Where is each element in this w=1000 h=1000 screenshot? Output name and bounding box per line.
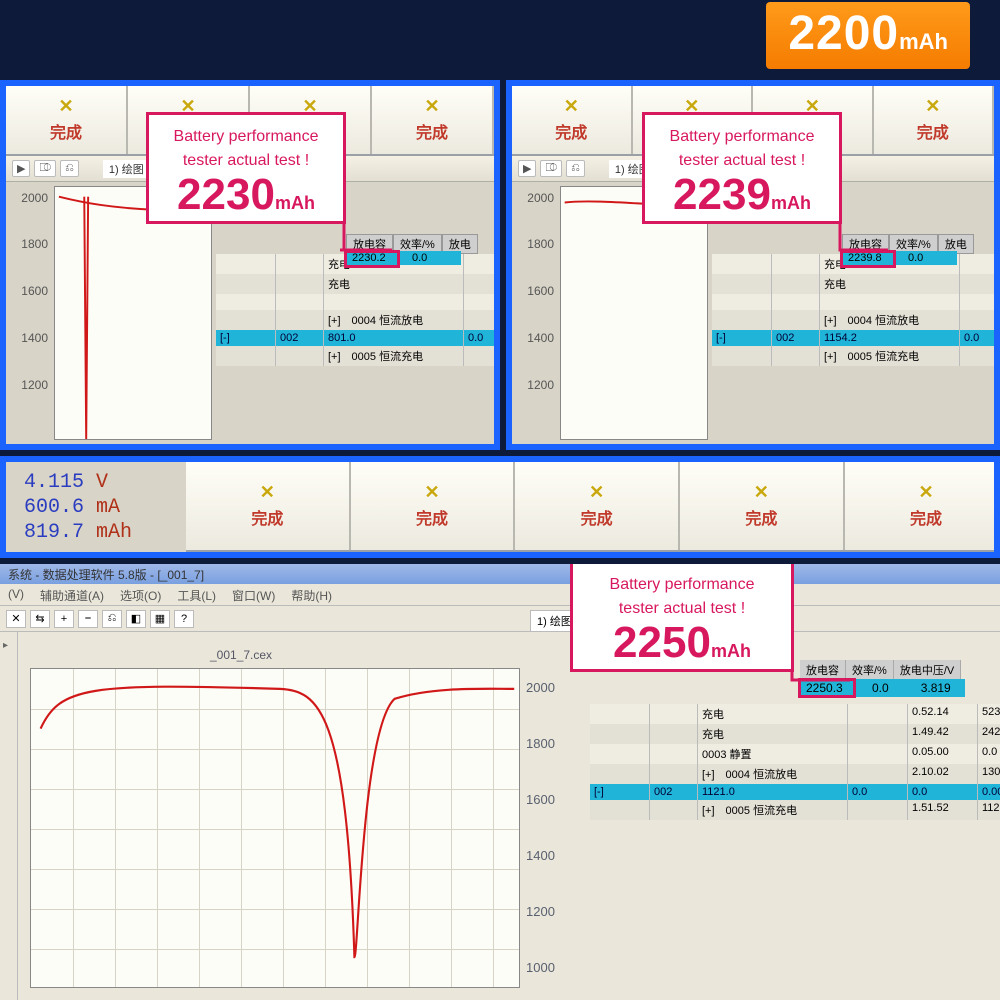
vertical-tab[interactable]: ▸ — [0, 632, 18, 1000]
tool-icon[interactable]: ✕ — [6, 610, 26, 628]
chart-plot — [560, 186, 708, 440]
tool-icon[interactable]: + — [54, 610, 74, 628]
table-row: 充电2.27.51 — [216, 274, 494, 294]
panel-3: 4.115 V600.6 mA819.7 mAh ✕完成✕完成✕完成✕完成✕完成… — [0, 456, 1000, 558]
table-row: 充电0.52.14523.5 — [590, 704, 1000, 724]
x-icon: ✕ — [58, 97, 73, 115]
x-icon: ✕ — [564, 97, 579, 115]
table-row: [-]002801.00.00.0 — [216, 330, 494, 346]
callout: Battery performance tester actual test !… — [146, 112, 346, 224]
status-cell[interactable]: ✕完成 — [512, 86, 633, 154]
table-row: [+] 0005 恒流充电1.51.521121.0 — [590, 800, 1000, 820]
menu-item[interactable]: (V) — [8, 587, 24, 602]
status-cell[interactable]: ✕完成 — [845, 462, 994, 550]
callout: Battery performance tester actual test !… — [570, 564, 794, 672]
tool-icon[interactable]: ▦ — [150, 610, 170, 628]
status-cell[interactable]: ✕完成 — [680, 462, 845, 550]
y-tick: 1200 — [527, 378, 554, 392]
y-tick: 2000 — [526, 680, 555, 695]
y-tick: 1600 — [527, 284, 554, 298]
table-row: 充电1.28.54 — [712, 274, 994, 294]
menu-bar[interactable]: (V) 辅助通道(A) 选项(O) 工具(L) 窗口(W) 帮助(H) — [0, 584, 1000, 606]
y-tick: 2000 — [527, 191, 554, 205]
tool-icon[interactable]: ? — [174, 610, 194, 628]
table-row: [+] 0005 恒流充电1.55.07 — [712, 346, 994, 366]
panel-2: ✕完成✕完成✕完成✕完成 ▶⎄⎌ 1) 绘图 时间—电压 20001800160… — [506, 80, 1000, 450]
readout-line: 600.6 mA — [24, 495, 132, 520]
chart-plot — [54, 186, 212, 440]
menu-item[interactable]: 工具(L) — [177, 587, 216, 602]
tool-icon[interactable]: ⎯ — [78, 610, 98, 628]
y-tick: 1400 — [527, 331, 554, 345]
y-tick: 1800 — [526, 736, 555, 751]
table-row: [+] 0004 恒流放电2.06.58 — [216, 310, 494, 330]
status-cell[interactable]: ✕完成 — [6, 86, 128, 154]
y-tick: 1600 — [526, 792, 555, 807]
capacity-badge: 2200mAh — [766, 2, 970, 69]
menu-item[interactable]: 选项(O) — [120, 587, 161, 602]
badge-unit: mAh — [899, 29, 948, 54]
readout-line: 819.7 mAh — [24, 520, 132, 545]
data-table: 充电0.52.14523.5充电1.49.42242.60003 静置0.05.… — [590, 704, 1000, 820]
x-icon: ✕ — [925, 97, 940, 115]
y-tick: 1000 — [526, 960, 555, 975]
table-row: 充电1.49.42242.6 — [590, 724, 1000, 744]
x-icon: ✕ — [260, 483, 275, 501]
status-cell[interactable]: ✕完成 — [186, 462, 351, 550]
menu-item[interactable]: 帮助(H) — [291, 587, 332, 602]
status-cell[interactable]: ✕完成 — [515, 462, 680, 550]
data-table: 充电0.56.43充电2.27.510.05.00[+] 0004 恒流放电2.… — [216, 254, 494, 366]
y-tick: 1800 — [21, 237, 48, 251]
y-tick: 1800 — [527, 237, 554, 251]
window-title: 系统 - 数据处理软件 5.8版 - [_001_7] — [0, 564, 1000, 584]
tool-icon[interactable]: ⎌ — [102, 610, 122, 628]
readout-line: 4.115 V — [24, 470, 132, 495]
tool-icon[interactable]: ◧ — [126, 610, 146, 628]
panel-4: 系统 - 数据处理软件 5.8版 - [_001_7] (V) 辅助通道(A) 选项… — [0, 564, 1000, 1000]
y-tick: 2000 — [21, 191, 48, 205]
x-icon: ✕ — [918, 483, 933, 501]
data-table: 充电0.57.14充电1.28.540.05.00[+] 0004 恒流放电2.… — [712, 254, 994, 366]
callout-value: 2230 — [177, 170, 275, 219]
table-row: [+] 0005 恒流充电1.20.06 — [216, 346, 494, 366]
y-tick: 1400 — [21, 331, 48, 345]
table-row: 0003 静置0.05.000.0 — [590, 744, 1000, 764]
y-tick: 1400 — [526, 848, 555, 863]
table-row: [+] 0004 恒流放电2.10.021303.2 — [590, 764, 1000, 784]
x-icon: ✕ — [754, 483, 769, 501]
badge-value: 2200 — [788, 7, 899, 60]
status-cell[interactable]: ✕完成 — [874, 86, 995, 154]
y-tick: 1600 — [21, 284, 48, 298]
y-tick: 1200 — [21, 378, 48, 392]
table-row: 0.05.00 — [216, 294, 494, 310]
table-row: [-]0021154.20.00.0 — [712, 330, 994, 346]
file-label: _001_7.cex — [210, 648, 272, 662]
y-tick: 1200 — [526, 904, 555, 919]
x-icon: ✕ — [424, 483, 439, 501]
table-row: [+] 0004 恒流放电2.08.27 — [712, 310, 994, 330]
status-cell[interactable]: ✕完成 — [351, 462, 516, 550]
y-axis: 2000 1800 1600 1400 1200 — [6, 182, 54, 444]
y-axis: 2000 1800 1600 1400 1200 — [512, 182, 560, 444]
callout-value: 2239 — [673, 170, 771, 219]
table-row: 0.05.00 — [712, 294, 994, 310]
chart-plot — [30, 668, 520, 988]
menu-item[interactable]: 窗口(W) — [232, 587, 275, 602]
x-icon: ✕ — [424, 97, 439, 115]
menu-item[interactable]: 辅助通道(A) — [40, 587, 104, 602]
table-row: [-]0021121.00.00.00.000 — [590, 784, 1000, 800]
panel-1: ✕完成✕完成✕完成✕完成 ▶⎄⎌ 1) 绘图 时间—电压 20001800160… — [0, 80, 500, 450]
callout-value: 2250 — [613, 618, 711, 667]
callout: Battery performance tester actual test !… — [642, 112, 842, 224]
tool-icon[interactable]: ⇆ — [30, 610, 50, 628]
status-cells: ✕完成✕完成✕完成✕完成✕完成✕完成 — [186, 462, 994, 552]
live-readout: 4.115 V600.6 mA819.7 mAh — [24, 470, 132, 545]
x-icon: ✕ — [589, 483, 604, 501]
status-cell[interactable]: ✕完成 — [372, 86, 494, 154]
